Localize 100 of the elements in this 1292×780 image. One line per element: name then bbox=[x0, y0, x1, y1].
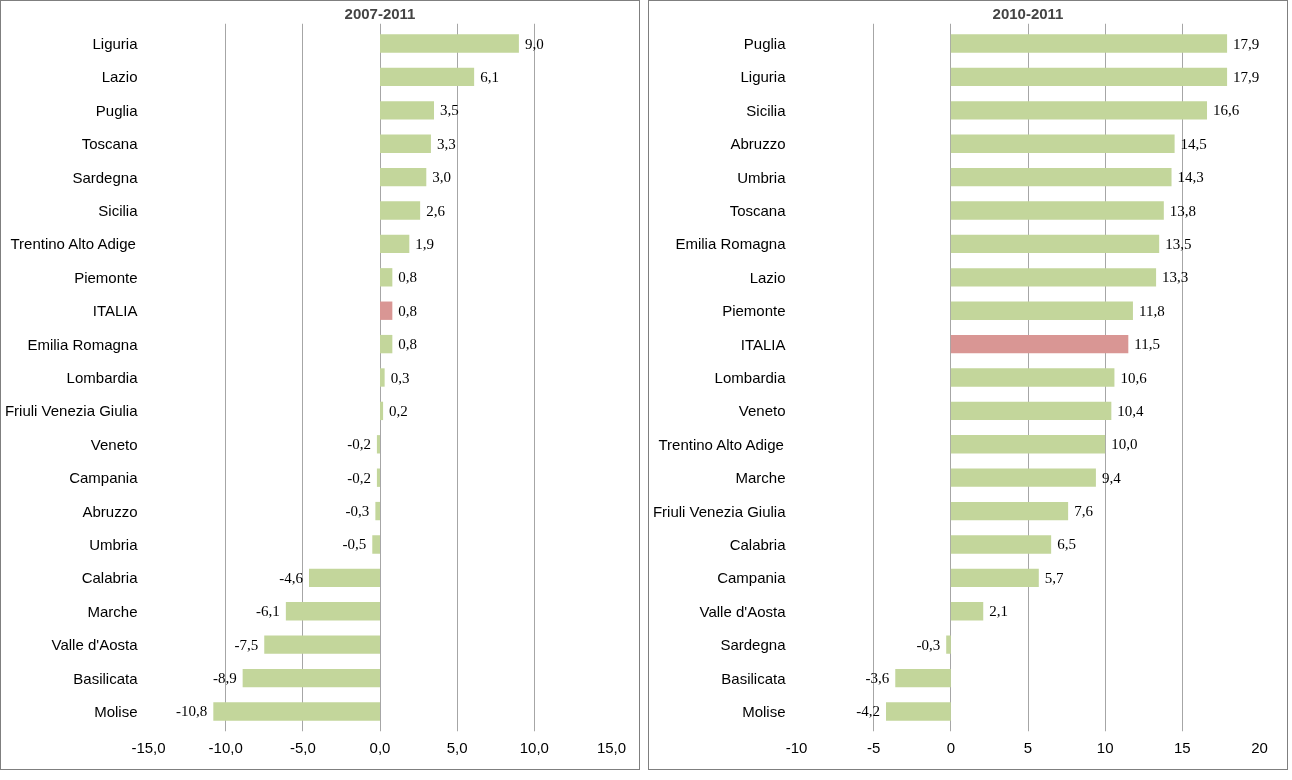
bar bbox=[380, 301, 393, 320]
data-label: 6,1 bbox=[480, 68, 499, 85]
bar bbox=[380, 67, 475, 87]
y-tick-label: Puglia bbox=[95, 101, 139, 119]
y-tick-label: Lazio bbox=[749, 268, 786, 286]
x-tick-label: 10 bbox=[1096, 738, 1114, 756]
y-tick-label: Umbria bbox=[89, 535, 139, 553]
chart-title: 2007-2011 bbox=[344, 4, 416, 22]
data-label: 3,0 bbox=[432, 169, 452, 186]
y-tick-label: Calabria bbox=[81, 569, 139, 587]
bar bbox=[950, 535, 1052, 554]
data-label: 9,0 bbox=[524, 35, 544, 52]
bar bbox=[950, 435, 1106, 454]
x-tick-label: 15 bbox=[1173, 738, 1191, 756]
bar bbox=[895, 668, 951, 688]
x-tick-label: 10,0 bbox=[519, 738, 549, 756]
data-label: 1,9 bbox=[415, 235, 435, 252]
bar bbox=[950, 201, 1164, 220]
y-tick-label: Emilia Romagna bbox=[675, 235, 787, 253]
bar bbox=[380, 268, 393, 287]
x-tick-label: 5,0 bbox=[446, 738, 468, 756]
y-tick-label: Trentino Alto Adige bbox=[658, 435, 784, 453]
x-tick-label: -10 bbox=[785, 738, 808, 756]
y-tick-label: ITALIA bbox=[740, 335, 786, 353]
bar bbox=[264, 635, 380, 654]
bar bbox=[372, 535, 380, 554]
y-tick-label: Molise bbox=[94, 702, 138, 720]
bar bbox=[242, 668, 380, 688]
data-label: 3,5 bbox=[440, 102, 459, 119]
y-tick-label: Liguria bbox=[740, 68, 787, 86]
data-label: 0,3 bbox=[390, 369, 410, 386]
y-tick-label: Valle d'Aosta bbox=[51, 636, 139, 654]
bar bbox=[380, 401, 384, 421]
bar bbox=[375, 501, 380, 521]
y-tick-label: Abruzzo bbox=[730, 135, 786, 153]
bar bbox=[950, 34, 1228, 53]
data-label: -3,6 bbox=[865, 670, 890, 687]
x-tick-label: 0,0 bbox=[369, 738, 391, 756]
data-label: 9,4 bbox=[1101, 469, 1122, 486]
chart-title: 2010-2011 bbox=[992, 4, 1064, 22]
data-label: 5,7 bbox=[1044, 569, 1065, 586]
bar bbox=[950, 602, 984, 621]
y-tick-label: Campania bbox=[69, 469, 139, 487]
data-label: 6,5 bbox=[1057, 536, 1076, 553]
bar bbox=[285, 602, 380, 621]
x-tick-label: 0 bbox=[946, 738, 956, 756]
y-tick-label: Puglia bbox=[743, 35, 787, 53]
data-label: -0,2 bbox=[347, 436, 371, 453]
y-tick-label: Toscana bbox=[81, 135, 139, 153]
y-tick-label: Campania bbox=[717, 569, 787, 587]
y-tick-label: Marche bbox=[735, 469, 786, 487]
bar bbox=[380, 101, 435, 120]
data-label: 13,5 bbox=[1165, 235, 1192, 252]
bar bbox=[950, 134, 1175, 153]
data-label: 0,8 bbox=[398, 336, 418, 353]
data-label: -0,2 bbox=[347, 469, 371, 486]
data-label: 2,6 bbox=[426, 202, 446, 219]
y-tick-label: Basilicata bbox=[73, 669, 139, 687]
data-label: 16,6 bbox=[1213, 102, 1240, 119]
x-tick-label: -10,0 bbox=[208, 738, 243, 756]
data-label: 3,3 bbox=[436, 135, 456, 152]
data-label: -0,3 bbox=[916, 636, 941, 653]
bar bbox=[950, 101, 1208, 120]
bar bbox=[380, 201, 421, 220]
bar bbox=[950, 268, 1157, 287]
bar bbox=[950, 301, 1133, 320]
y-tick-label: Sardegna bbox=[720, 636, 787, 654]
y-tick-label: ITALIA bbox=[92, 302, 138, 320]
data-label: 14,5 bbox=[1180, 135, 1207, 152]
data-label: -10,8 bbox=[176, 703, 208, 720]
y-tick-label: Valle d'Aosta bbox=[699, 602, 787, 620]
bar bbox=[946, 635, 951, 654]
data-label: 0,8 bbox=[398, 269, 418, 286]
bar bbox=[950, 501, 1069, 521]
bar bbox=[950, 234, 1160, 254]
y-tick-label: Molise bbox=[742, 702, 786, 720]
bar bbox=[380, 334, 393, 354]
data-label: 0,8 bbox=[398, 302, 418, 319]
y-tick-label: Marche bbox=[87, 602, 138, 620]
x-tick-label: -5,0 bbox=[289, 738, 316, 756]
data-label: 13,8 bbox=[1169, 202, 1197, 219]
data-label: 0,2 bbox=[389, 402, 408, 419]
bar bbox=[950, 468, 1096, 487]
y-tick-label: Sicilia bbox=[746, 101, 787, 119]
bar bbox=[886, 702, 951, 721]
y-tick-label: Veneto bbox=[738, 402, 786, 420]
bar bbox=[376, 468, 380, 487]
bar bbox=[380, 34, 519, 53]
data-label: 2,1 bbox=[989, 603, 1008, 620]
bar bbox=[380, 134, 431, 153]
bar bbox=[950, 67, 1228, 87]
y-tick-label: Friuli Venezia Giulia bbox=[652, 502, 787, 520]
bar bbox=[950, 401, 1112, 421]
data-label: 10,4 bbox=[1117, 402, 1145, 419]
data-label: -7,5 bbox=[234, 636, 259, 653]
data-label: 13,3 bbox=[1162, 269, 1189, 286]
bar bbox=[380, 167, 427, 187]
data-label: 14,3 bbox=[1177, 169, 1204, 186]
y-tick-label: Toscana bbox=[729, 202, 787, 220]
bar bbox=[950, 334, 1129, 354]
